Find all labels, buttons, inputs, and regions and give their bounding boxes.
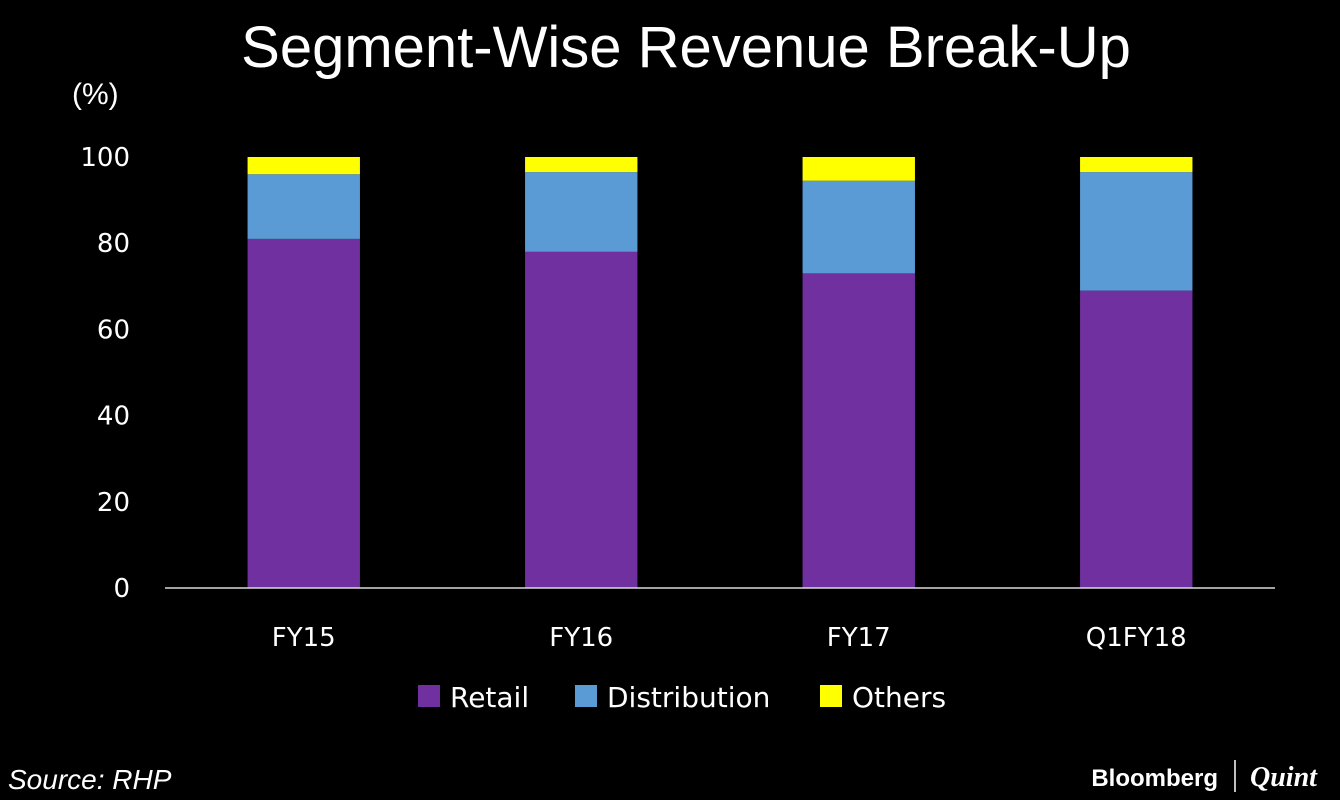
y-tick-label: 80: [97, 229, 130, 259]
x-tick-label: FY17: [827, 623, 891, 653]
y-tick-label: 100: [80, 143, 130, 173]
source-note: Source: RHP: [8, 764, 172, 795]
brand-name: Bloomberg: [1091, 765, 1218, 792]
legend-label-others: Others: [852, 681, 946, 714]
bar-retail-fy16: [525, 251, 638, 588]
bar-distribution-fy15: [247, 174, 360, 239]
y-axis-ticks: 0 20 40 60 80 100: [80, 143, 130, 604]
x-tick-label: Q1FY18: [1086, 623, 1187, 653]
bar-retail-fy17: [802, 273, 915, 588]
bar-others-q1fy18: [1080, 157, 1193, 173]
y-axis-unit-label: (%): [72, 78, 119, 111]
y-tick-label: 40: [97, 402, 130, 432]
legend-label-retail: Retail: [450, 681, 529, 714]
bar-distribution-fy17: [802, 180, 915, 274]
x-tick-label: FY15: [272, 623, 336, 653]
bar-others-fy16: [525, 157, 638, 173]
chart-title: Segment-Wise Revenue Break-Up: [241, 15, 1131, 80]
brand-logo: Bloomberg Quint: [1091, 760, 1318, 793]
legend-swatch-distribution: [575, 685, 597, 707]
bar-retail-q1fy18: [1080, 290, 1193, 588]
bar-retail-fy15: [247, 238, 360, 588]
bar-distribution-q1fy18: [1080, 172, 1193, 291]
y-tick-label: 20: [97, 488, 130, 518]
bars: [247, 157, 1193, 588]
legend-swatch-others: [820, 685, 842, 707]
brand-name-2: Quint: [1250, 762, 1318, 793]
bar-others-fy15: [247, 157, 360, 175]
bar-distribution-fy16: [525, 172, 638, 252]
y-tick-label: 0: [113, 574, 130, 604]
legend-swatch-retail: [418, 685, 440, 707]
bar-others-fy17: [802, 157, 915, 181]
y-tick-label: 60: [97, 315, 130, 345]
x-axis-labels: FY15 FY16 FY17 Q1FY18: [272, 623, 1187, 653]
x-tick-label: FY16: [549, 623, 613, 653]
legend: Retail Distribution Others: [418, 681, 946, 714]
legend-label-distribution: Distribution: [607, 681, 770, 714]
